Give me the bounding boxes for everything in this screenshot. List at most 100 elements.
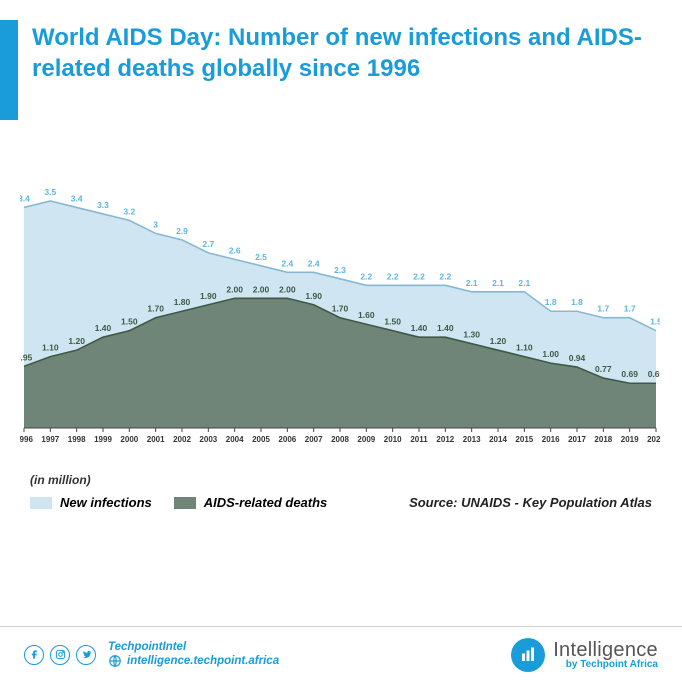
svg-text:1998: 1998 (68, 435, 86, 444)
svg-text:3: 3 (153, 219, 158, 229)
brand-logo-icon (511, 638, 545, 672)
svg-text:2006: 2006 (278, 435, 296, 444)
svg-text:1.8: 1.8 (571, 297, 583, 307)
chart-area: 1996 1997 1998 1999 2000 2001 2002 2003 2004 2005… (0, 130, 682, 465)
svg-text:1997: 1997 (41, 435, 59, 444)
svg-text:2000: 2000 (120, 435, 138, 444)
swatch-deaths (174, 497, 196, 509)
source-text: Source: UNAIDS - Key Population Atlas (409, 495, 652, 510)
svg-text:1.00: 1.00 (542, 349, 559, 359)
svg-text:1.10: 1.10 (516, 343, 533, 353)
svg-text:1.90: 1.90 (305, 291, 322, 301)
svg-text:1.70: 1.70 (147, 304, 164, 314)
svg-text:1.40: 1.40 (95, 323, 112, 333)
svg-text:2016: 2016 (542, 435, 560, 444)
svg-text:1.7: 1.7 (624, 304, 636, 314)
svg-text:0.95: 0.95 (20, 352, 33, 362)
svg-text:1.80: 1.80 (174, 297, 191, 307)
svg-text:2015: 2015 (515, 435, 533, 444)
svg-text:0.94: 0.94 (569, 353, 586, 363)
page-title: World AIDS Day: Number of new infections… (18, 20, 652, 84)
footer: TechpointIntel intelligence.techpoint.af… (0, 626, 682, 682)
svg-text:1.5: 1.5 (650, 317, 660, 327)
svg-text:2020: 2020 (647, 435, 660, 444)
legend-area: (in million) New infections AIDS-related… (0, 465, 682, 510)
svg-text:1.50: 1.50 (121, 317, 138, 327)
svg-text:1.50: 1.50 (384, 317, 401, 327)
svg-text:1.10: 1.10 (42, 343, 59, 353)
legend-label: AIDS-related deaths (204, 495, 328, 510)
svg-text:1.70: 1.70 (332, 304, 349, 314)
svg-text:2003: 2003 (199, 435, 217, 444)
svg-text:2010: 2010 (384, 435, 402, 444)
svg-text:2.4: 2.4 (308, 258, 320, 268)
svg-text:2.00: 2.00 (226, 284, 243, 294)
svg-text:2.7: 2.7 (202, 239, 214, 249)
legend-items: New infections AIDS-related deaths (30, 495, 327, 510)
svg-text:2002: 2002 (173, 435, 191, 444)
swatch-new-infections (30, 497, 52, 509)
social-links: TechpointIntel intelligence.techpoint.af… (24, 641, 279, 668)
svg-text:1.20: 1.20 (490, 336, 507, 346)
svg-text:1.20: 1.20 (68, 336, 85, 346)
svg-text:2.1: 2.1 (518, 278, 530, 288)
svg-text:2.9: 2.9 (176, 226, 188, 236)
svg-text:1.40: 1.40 (437, 323, 454, 333)
svg-text:2011: 2011 (410, 435, 428, 444)
facebook-icon[interactable] (24, 645, 44, 665)
svg-text:2014: 2014 (489, 435, 507, 444)
svg-text:2012: 2012 (436, 435, 454, 444)
svg-text:2019: 2019 (621, 435, 639, 444)
svg-text:2004: 2004 (226, 435, 244, 444)
svg-text:2.6: 2.6 (229, 245, 241, 255)
svg-text:2.2: 2.2 (387, 271, 399, 281)
svg-text:1999: 1999 (94, 435, 112, 444)
legend-item-deaths: AIDS-related deaths (174, 495, 328, 510)
accent-bar (0, 20, 18, 120)
svg-text:0.77: 0.77 (595, 364, 612, 374)
svg-text:3.4: 3.4 (20, 193, 30, 203)
svg-text:2005: 2005 (252, 435, 270, 444)
svg-text:2.1: 2.1 (466, 278, 478, 288)
site-url: intelligence.techpoint.africa (127, 655, 279, 667)
instagram-icon[interactable] (50, 645, 70, 665)
unit-label: (in million) (30, 473, 652, 487)
svg-text:3.4: 3.4 (71, 193, 83, 203)
svg-text:2018: 2018 (594, 435, 612, 444)
svg-text:2.3: 2.3 (334, 265, 346, 275)
svg-text:2013: 2013 (463, 435, 481, 444)
svg-text:1.30: 1.30 (463, 330, 480, 340)
brand-name: Intelligence (553, 640, 658, 660)
svg-text:1.90: 1.90 (200, 291, 217, 301)
svg-text:2008: 2008 (331, 435, 349, 444)
svg-text:2.1: 2.1 (492, 278, 504, 288)
svg-text:2017: 2017 (568, 435, 586, 444)
svg-text:0.69: 0.69 (648, 369, 660, 379)
legend-item-new-infections: New infections (30, 495, 152, 510)
header: World AIDS Day: Number of new infections… (0, 0, 682, 130)
svg-text:2.2: 2.2 (439, 271, 451, 281)
svg-text:2009: 2009 (357, 435, 375, 444)
svg-text:3.2: 3.2 (123, 206, 135, 216)
svg-text:0.69: 0.69 (621, 369, 638, 379)
svg-text:2.2: 2.2 (413, 271, 425, 281)
twitter-icon[interactable] (76, 645, 96, 665)
globe-icon (108, 654, 122, 668)
svg-text:2.2: 2.2 (360, 271, 372, 281)
svg-text:2.5: 2.5 (255, 252, 267, 262)
svg-text:2.4: 2.4 (281, 258, 293, 268)
brand-subtitle: by Techpoint Africa (553, 660, 658, 670)
svg-text:2001: 2001 (147, 435, 165, 444)
svg-text:2.00: 2.00 (253, 284, 270, 294)
svg-text:2007: 2007 (305, 435, 323, 444)
svg-text:1.40: 1.40 (411, 323, 428, 333)
svg-text:1.7: 1.7 (597, 304, 609, 314)
svg-text:1.8: 1.8 (545, 297, 557, 307)
legend-label: New infections (60, 495, 152, 510)
svg-text:1996: 1996 (20, 435, 33, 444)
svg-text:3.3: 3.3 (97, 200, 109, 210)
svg-text:3.5: 3.5 (44, 187, 56, 197)
svg-text:2.00: 2.00 (279, 284, 296, 294)
brand: Intelligence by Techpoint Africa (511, 638, 658, 672)
area-chart: 1996 1997 1998 1999 2000 2001 2002 2003 2004 2005… (20, 170, 660, 450)
